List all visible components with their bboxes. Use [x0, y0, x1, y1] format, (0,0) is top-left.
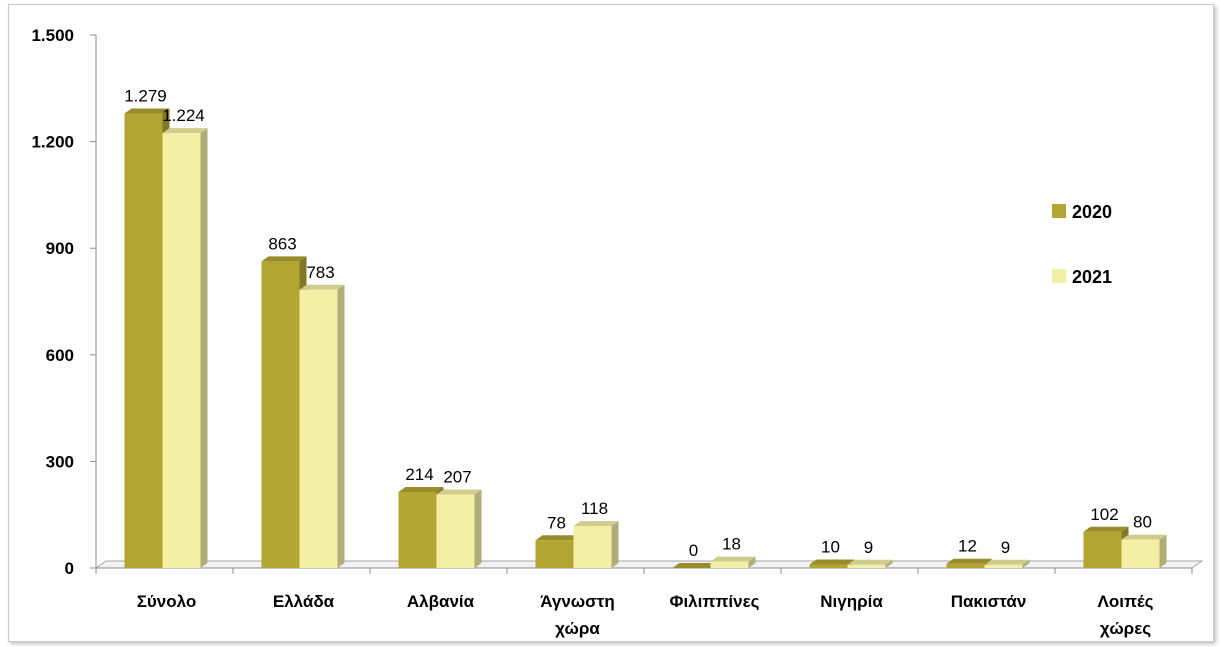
bar-top-2020 — [1084, 527, 1129, 532]
legend-label-2021: 2021 — [1072, 267, 1112, 287]
bar-2021 — [711, 562, 749, 568]
bar-top-2021 — [300, 285, 345, 290]
y-tick-label: 1.500 — [31, 26, 74, 45]
bar-2021 — [985, 565, 1023, 568]
bar-2021 — [300, 290, 338, 568]
data-label-2021: 118 — [581, 499, 608, 518]
bar-2020 — [1084, 532, 1122, 568]
bar-2020 — [262, 261, 300, 568]
x-tick-label: χώρα — [555, 619, 600, 638]
bar-side-2021 — [1160, 535, 1167, 568]
bar-2020 — [399, 492, 437, 568]
bar-top-2021 — [437, 489, 482, 494]
legend-swatch-2020 — [1052, 204, 1066, 218]
bar-side-2021 — [475, 489, 482, 568]
bar-top-2021 — [1122, 535, 1167, 540]
bar-top-2021 — [163, 128, 208, 133]
bar-top-2020 — [399, 487, 444, 492]
data-label-2021: 783 — [306, 263, 334, 282]
bar-2021 — [163, 133, 201, 568]
bar-top-2021 — [848, 560, 893, 565]
bar-2020 — [947, 564, 985, 568]
x-tick-label: Πακιστάν — [951, 592, 1027, 611]
bar-2021 — [437, 494, 475, 568]
bar-2021 — [1122, 540, 1160, 568]
x-tick-label: Φιλιππίνες — [670, 592, 760, 611]
data-label-2021: 18 — [722, 535, 741, 554]
data-label-2020: 0 — [689, 541, 698, 560]
data-label-2021: 80 — [1133, 513, 1152, 532]
x-tick-label: Αλβανία — [407, 592, 475, 611]
bar-2020 — [810, 564, 848, 568]
y-tick-label: 0 — [65, 559, 74, 578]
bar-top-2020 — [810, 559, 855, 564]
data-label-2020: 214 — [405, 465, 433, 484]
y-tick-label: 900 — [46, 239, 74, 258]
data-label-2020: 10 — [821, 537, 840, 556]
bar-2021 — [848, 565, 886, 568]
x-tick-label: Νιγηρία — [820, 592, 883, 611]
data-label-2021: 207 — [443, 467, 471, 486]
bar-side-2021 — [201, 128, 208, 568]
bar-top-2021 — [711, 557, 756, 562]
data-label-2020: 12 — [958, 537, 977, 556]
bar-2021 — [574, 526, 612, 568]
bar-2020 — [536, 540, 574, 568]
data-label-2020: 863 — [268, 234, 296, 253]
y-tick-label: 600 — [46, 346, 74, 365]
data-label-2020: 78 — [547, 513, 566, 532]
x-tick-label: χώρες — [1100, 619, 1151, 638]
data-label-2020: 1.279 — [124, 87, 167, 106]
data-label-2021: 1.224 — [162, 106, 205, 125]
legend-swatch-2021 — [1052, 269, 1066, 283]
bar-top-2021 — [574, 521, 619, 526]
bar-top-2020 — [947, 559, 992, 564]
bar-top-2020 — [262, 256, 307, 261]
bar-side-2021 — [612, 521, 619, 568]
bar-side-2021 — [338, 285, 345, 568]
x-tick-label: Άγνωστη — [540, 592, 615, 611]
bar-2020 — [125, 114, 163, 568]
data-label-2020: 102 — [1090, 505, 1118, 524]
x-tick-label: Σύνολο — [137, 592, 197, 611]
x-tick-label: Λοιπές — [1098, 592, 1154, 611]
y-tick-label: 1.200 — [31, 133, 74, 152]
data-label-2021: 9 — [864, 538, 873, 557]
y-tick-label: 300 — [46, 452, 74, 471]
data-label-2021: 9 — [1001, 538, 1010, 557]
x-tick-label: Ελλάδα — [273, 592, 335, 611]
bar-top-2021 — [985, 560, 1030, 565]
legend-label-2020: 2020 — [1072, 202, 1112, 222]
